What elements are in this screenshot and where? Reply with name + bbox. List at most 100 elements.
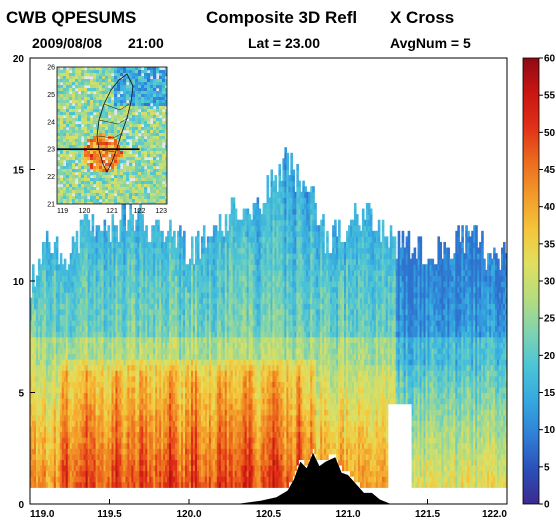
reflectivity-cell	[35, 320, 39, 327]
reflectivity-cell	[53, 325, 57, 332]
reflectivity-cell	[228, 381, 232, 388]
reflectivity-cell	[141, 453, 144, 460]
reflectivity-cell	[133, 297, 136, 304]
reflectivity-cell	[216, 297, 220, 304]
reflectivity-cell	[135, 425, 138, 433]
reflectivity-cell	[147, 386, 150, 394]
reflectivity-cell	[115, 347, 119, 355]
reflectivity-cell	[71, 331, 75, 338]
reflectivity-cell	[61, 347, 65, 355]
reflectivity-cell	[198, 459, 202, 466]
reflectivity-cell	[135, 236, 138, 243]
reflectivity-cell	[57, 470, 61, 477]
reflectivity-cell	[145, 381, 148, 388]
reflectivity-cell	[234, 375, 238, 382]
reflectivity-cell	[143, 370, 146, 377]
reflectivity-cell	[115, 375, 119, 382]
reflectivity-cell	[135, 347, 138, 355]
reflectivity-cell	[216, 342, 220, 349]
reflectivity-cell	[129, 381, 132, 388]
reflectivity-cell	[202, 230, 206, 237]
reflectivity-cell	[127, 292, 130, 299]
reflectivity-cell	[145, 225, 148, 232]
reflectivity-cell	[57, 398, 61, 405]
reflectivity-cell	[210, 247, 214, 254]
reflectivity-cell	[183, 453, 186, 460]
reflectivity-cell	[79, 286, 83, 293]
reflectivity-cell	[149, 359, 152, 366]
reflectivity-cell	[125, 425, 128, 433]
reflectivity-cell	[224, 459, 228, 466]
reflectivity-cell	[79, 442, 83, 449]
reflectivity-cell	[185, 347, 188, 355]
reflectivity-cell	[216, 392, 220, 399]
reflectivity-cell	[163, 275, 166, 282]
reflectivity-cell	[31, 392, 35, 399]
reflectivity-cell	[55, 370, 59, 377]
reflectivity-cell	[65, 353, 69, 360]
reflectivity-cell	[111, 414, 115, 421]
reflectivity-cell	[105, 464, 109, 472]
reflectivity-cell	[204, 420, 208, 427]
reflectivity-cell	[33, 459, 37, 466]
reflectivity-cell	[119, 392, 123, 399]
reflectivity-cell	[111, 247, 115, 254]
reflectivity-cell	[115, 264, 119, 271]
reflectivity-cell	[69, 342, 73, 349]
reflectivity-cell	[240, 253, 244, 260]
reflectivity-cell	[139, 359, 142, 366]
reflectivity-cell	[137, 448, 140, 455]
reflectivity-cell	[196, 442, 200, 449]
reflectivity-cell	[107, 331, 111, 338]
reflectivity-cell	[59, 342, 63, 349]
reflectivity-cell	[210, 381, 214, 388]
reflectivity-cell	[85, 336, 89, 343]
reflectivity-cell	[246, 448, 250, 455]
reflectivity-cell	[175, 403, 178, 410]
reflectivity-cell	[244, 398, 248, 405]
reflectivity-cell	[183, 331, 186, 338]
reflectivity-cell	[196, 292, 200, 299]
reflectivity-cell	[85, 275, 89, 282]
reflectivity-cell	[37, 370, 41, 377]
reflectivity-cell	[147, 303, 150, 310]
reflectivity-cell	[49, 364, 53, 371]
reflectivity-cell	[151, 453, 154, 460]
reflectivity-cell	[228, 219, 232, 226]
reflectivity-cell	[105, 236, 109, 243]
reflectivity-cell	[143, 359, 146, 366]
reflectivity-cell	[87, 264, 91, 271]
reflectivity-cell	[139, 325, 142, 332]
reflectivity-cell	[117, 442, 121, 449]
reflectivity-cell	[190, 336, 194, 343]
reflectivity-cell	[234, 236, 238, 243]
reflectivity-cell	[183, 336, 186, 343]
reflectivity-cell	[238, 264, 242, 271]
reflectivity-cell	[65, 336, 69, 343]
reflectivity-cell	[177, 437, 180, 444]
reflectivity-cell	[121, 342, 125, 349]
reflectivity-cell	[177, 470, 180, 477]
reflectivity-cell	[93, 320, 97, 327]
reflectivity-cell	[73, 292, 77, 299]
reflectivity-cell	[139, 409, 142, 416]
reflectivity-cell	[169, 442, 172, 449]
reflectivity-cell	[226, 386, 230, 394]
reflectivity-cell	[190, 247, 194, 254]
reflectivity-cell	[133, 303, 136, 310]
reflectivity-cell	[30, 364, 33, 371]
reflectivity-cell	[145, 286, 148, 293]
reflectivity-cell	[137, 420, 140, 427]
reflectivity-cell	[173, 286, 176, 293]
reflectivity-cell	[91, 281, 95, 288]
reflectivity-cell	[147, 464, 150, 472]
reflectivity-cell	[99, 320, 103, 327]
reflectivity-cell	[123, 425, 126, 433]
reflectivity-cell	[159, 420, 162, 427]
reflectivity-cell	[33, 431, 37, 438]
reflectivity-cell	[97, 353, 101, 360]
reflectivity-cell	[125, 431, 128, 438]
reflectivity-cell	[87, 258, 91, 265]
reflectivity-cell	[230, 381, 234, 388]
reflectivity-cell	[173, 453, 176, 460]
